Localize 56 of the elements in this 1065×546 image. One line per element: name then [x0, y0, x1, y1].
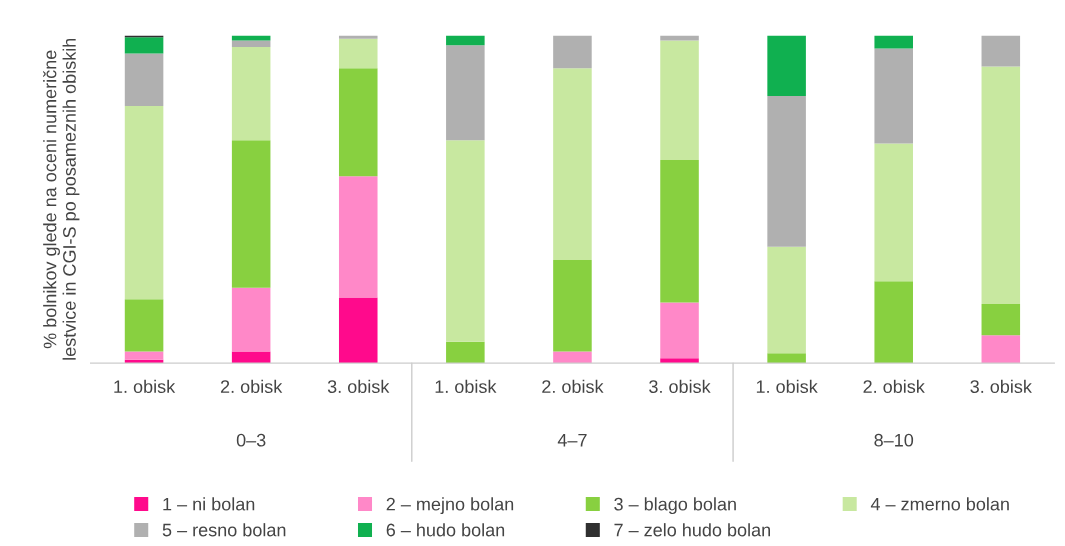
bar: [767, 353, 806, 364]
legend-label: 1 – ni bolan: [163, 497, 255, 511]
bar: [767, 246, 806, 354]
bar: [446, 45, 485, 141]
bar: [660, 40, 699, 160]
bar: [981, 335, 1021, 364]
x-tick-label: 2. obisk: [220, 379, 283, 394]
bar: [981, 66, 1021, 305]
x-tick-label: 1. obisk: [756, 379, 818, 394]
y-axis-title: % bolnikov glede na oceni numerične lestvice in CGI-S po posameznih obiskih: [43, 38, 80, 360]
bar: [660, 159, 699, 303]
text: 4–7: [557, 433, 587, 447]
bar: [981, 35, 1021, 67]
bar: [231, 46, 271, 141]
bar: [124, 351, 164, 360]
legend-label: 6 – hudo bolan: [386, 523, 505, 537]
x-tick-label: 2. obisk: [863, 379, 925, 394]
bar: [446, 35, 485, 46]
bar: [124, 37, 164, 54]
legend-label: 5 – resno bolan: [162, 523, 286, 537]
bar: [981, 304, 1021, 336]
bar: [124, 105, 164, 300]
bar: [660, 302, 699, 359]
bar: [124, 53, 164, 106]
x-tick-label: 2. obisk: [542, 379, 604, 394]
text: 8–10: [874, 433, 914, 447]
bar: [231, 287, 271, 352]
bar: [338, 38, 378, 69]
bar: [124, 299, 164, 352]
bar: [338, 297, 378, 364]
legend-label: 4 – zmerno bolan: [870, 497, 1009, 511]
bar: [231, 140, 271, 288]
bar: [338, 176, 378, 298]
x-tick-label: 3. obisk: [327, 379, 390, 394]
bar: [874, 143, 913, 282]
bar: [767, 35, 806, 97]
legend-label: 3 – blago bolan: [614, 497, 736, 515]
legend-label: 2 – mejno bolan: [386, 497, 514, 515]
bar: [446, 140, 485, 342]
bar: [553, 35, 592, 69]
bar: [874, 35, 913, 49]
text: 0–3: [236, 433, 266, 447]
bar: [874, 281, 913, 364]
x-tick-label: 1. obisk: [114, 379, 176, 394]
bar: [767, 96, 806, 247]
x-tick-label: 1. obisk: [435, 379, 497, 394]
bar: [553, 259, 592, 352]
x-tick-label: 3. obisk: [970, 379, 1032, 394]
legend-label: 7 – zelo hudo bolan: [614, 523, 770, 537]
x-tick-label: 3. obisk: [649, 379, 711, 394]
bar: [553, 68, 592, 260]
bar: [338, 35, 378, 39]
bar: [874, 48, 913, 144]
bar: [338, 68, 378, 177]
bar: [231, 40, 271, 47]
bar: [446, 341, 485, 364]
